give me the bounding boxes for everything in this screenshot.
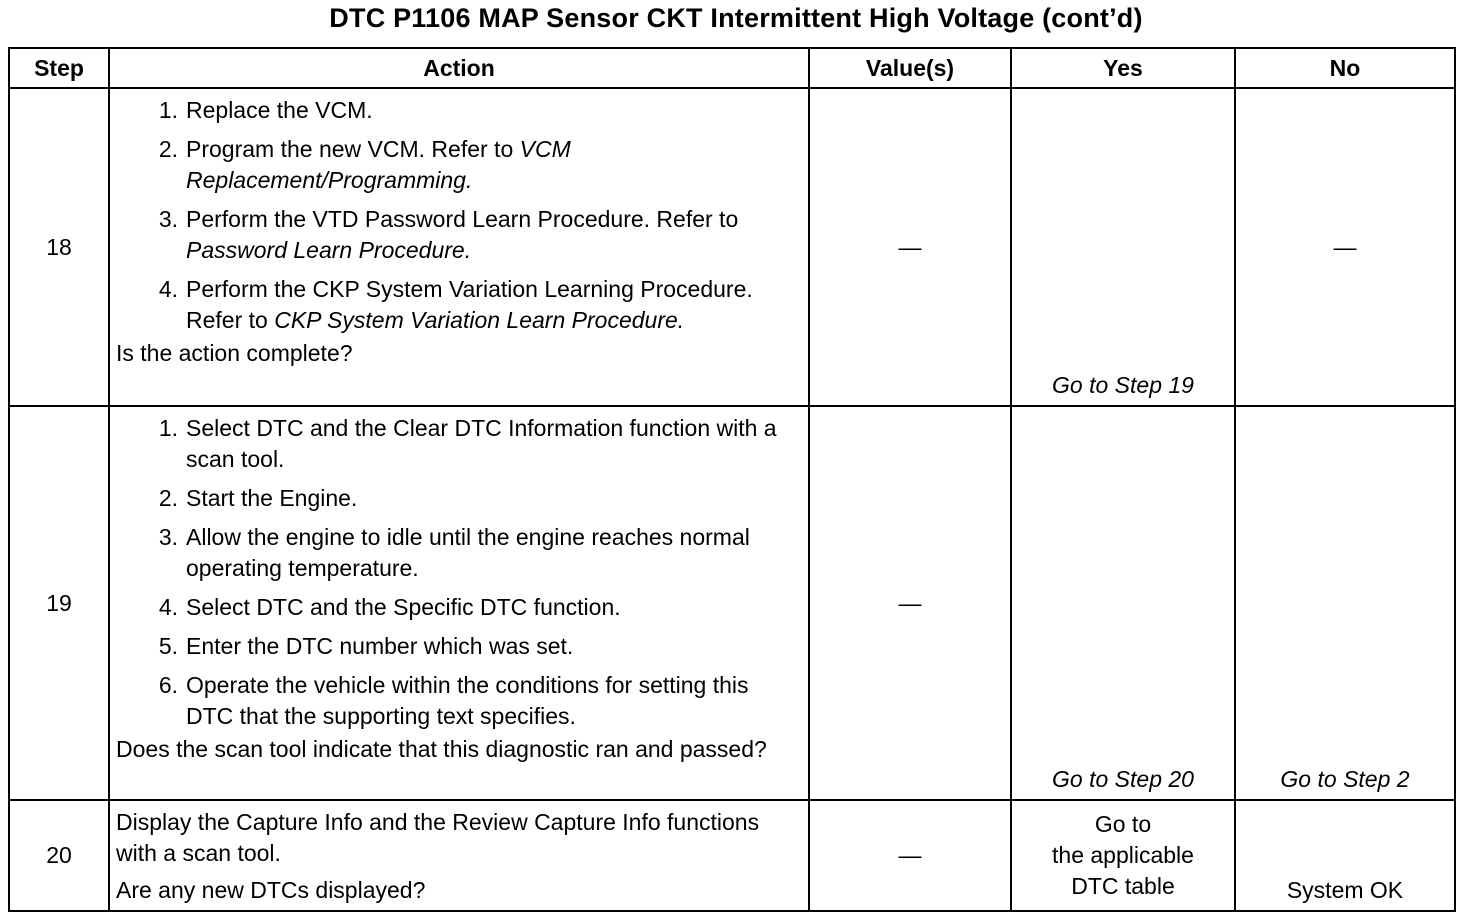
- yes-outcome: Go to the applicable DTC table: [1010, 799, 1236, 912]
- value-cell: —: [808, 799, 1012, 912]
- step-number: 20: [8, 799, 110, 912]
- no-outcome: —: [1234, 87, 1456, 407]
- no-outcome: System OK: [1234, 799, 1456, 912]
- list-item: 2. Start the Engine.: [158, 485, 358, 511]
- diagnostic-table: Step Action Value(s) Yes No 18 1. Replac…: [8, 47, 1456, 912]
- step-instruction: Display the Capture Info and the Review …: [116, 809, 760, 866]
- table-header-row: Step Action Value(s) Yes No: [8, 47, 1456, 89]
- yes-outcome: Go to Step 19: [1010, 87, 1236, 407]
- action-cell: 1. Replace the VCM. 2. Program the new V…: [108, 87, 810, 407]
- list-item: 6. Operate the vehicle within the condit…: [158, 672, 749, 729]
- list-item: 3. Perform the VTD Password Learn Proced…: [158, 206, 739, 263]
- list-item: 4. Select DTC and the Specific DTC funct…: [158, 594, 621, 620]
- table-row-step-18: 18 1. Replace the VCM. 2. Program the ne…: [8, 87, 1456, 407]
- table-row-step-19: 19 1. Select DTC and the Clear DTC Infor…: [8, 405, 1456, 801]
- step-question: Does the scan tool indicate that this di…: [116, 736, 767, 762]
- header-action: Action: [108, 47, 810, 89]
- action-cell: 1. Select DTC and the Clear DTC Informat…: [108, 405, 810, 801]
- header-values: Value(s): [808, 47, 1012, 89]
- value-cell: —: [808, 405, 1012, 801]
- page-title: DTC P1106 MAP Sensor CKT Intermittent Hi…: [329, 3, 1143, 33]
- list-item: 1. Select DTC and the Clear DTC Informat…: [158, 415, 777, 472]
- action-steps: 1. Select DTC and the Clear DTC Informat…: [116, 413, 798, 732]
- step-number: 19: [8, 405, 110, 801]
- header-no: No: [1234, 47, 1456, 89]
- reference-link: Password Learn Procedure.: [186, 237, 472, 263]
- header-yes: Yes: [1010, 47, 1236, 89]
- action-steps: 1. Replace the VCM. 2. Program the new V…: [116, 95, 798, 336]
- no-outcome: Go to Step 2: [1234, 405, 1456, 801]
- reference-link: VCM Replacement/Programming.: [186, 136, 571, 193]
- header-step: Step: [8, 47, 110, 89]
- step-question: Are any new DTCs displayed?: [116, 877, 426, 903]
- yes-outcome: Go to Step 20: [1010, 405, 1236, 801]
- list-item: 1. Replace the VCM.: [158, 97, 373, 123]
- step-question: Is the action complete?: [116, 340, 353, 366]
- table-row-step-20: 20 Display the Capture Info and the Revi…: [8, 799, 1456, 912]
- reference-link: CKP System Variation Learn Procedure.: [274, 307, 685, 333]
- list-item: 5. Enter the DTC number which was set.: [158, 633, 574, 659]
- list-item: 2. Program the new VCM. Refer to VCM Rep…: [158, 136, 571, 193]
- step-number: 18: [8, 87, 110, 407]
- list-item: 4. Perform the CKP System Variation Lear…: [158, 276, 753, 333]
- action-cell: Display the Capture Info and the Review …: [108, 799, 810, 912]
- list-item: 3. Allow the engine to idle until the en…: [158, 524, 750, 581]
- value-cell: —: [808, 87, 1012, 407]
